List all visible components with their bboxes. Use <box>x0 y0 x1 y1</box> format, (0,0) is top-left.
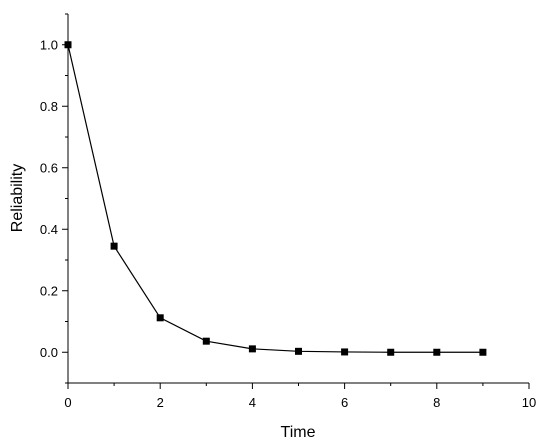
x-tick-label: 8 <box>433 395 440 410</box>
y-tick-label: 0.6 <box>40 160 58 175</box>
x-tick-label: 4 <box>249 395 256 410</box>
y-ticks: 0.0 0.2 0.4 0.6 0.8 1.0 <box>40 13 68 384</box>
series-line <box>67 44 483 353</box>
x-tick-label: 0 <box>64 395 71 410</box>
data-point-marker <box>202 337 210 345</box>
x-tick-label: 2 <box>157 395 164 410</box>
y-tick-label: 0.8 <box>40 99 58 114</box>
axes <box>67 14 529 384</box>
data-point-marker <box>387 348 395 356</box>
x-ticks: 0 2 4 6 8 10 <box>64 383 536 410</box>
data-point-marker <box>110 242 118 250</box>
data-point-marker <box>156 314 164 322</box>
data-point-marker <box>433 348 441 356</box>
y-tick-label: 1.0 <box>40 37 58 52</box>
y-tick-label: 0.4 <box>40 222 58 237</box>
data-point-marker <box>341 348 349 356</box>
y-tick-label: 0.0 <box>40 345 58 360</box>
data-point-marker <box>479 348 487 356</box>
series-group <box>64 41 487 356</box>
x-tick-label: 6 <box>341 395 348 410</box>
data-point-marker <box>295 347 302 355</box>
y-tick-label: 0.2 <box>40 283 58 298</box>
x-axis-title: Time <box>281 424 316 441</box>
y-axis-title: Reliability <box>9 164 26 232</box>
data-point-marker <box>248 345 256 353</box>
data-point-marker <box>64 41 72 49</box>
x-tick-label: 10 <box>522 395 536 410</box>
